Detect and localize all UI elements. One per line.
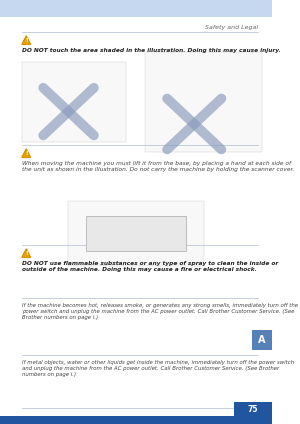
Bar xyxy=(68,201,204,266)
Text: DO NOT touch the area shaded in the illustration. Doing this may cause injury.: DO NOT touch the area shaded in the illu… xyxy=(22,48,281,53)
Text: 75: 75 xyxy=(247,405,258,414)
Bar xyxy=(0,416,272,424)
Text: If the machine becomes hot, releases smoke, or generates any strong smells, imme: If the machine becomes hot, releases smo… xyxy=(22,303,298,320)
Text: !: ! xyxy=(25,251,28,256)
Text: !: ! xyxy=(25,38,28,43)
Text: If metal objects, water or other liquids get inside the machine, immediately tur: If metal objects, water or other liquids… xyxy=(22,360,294,377)
Bar xyxy=(145,52,262,152)
Text: Safety and Legal: Safety and Legal xyxy=(205,25,258,30)
Text: DO NOT use flammable substances or any type of spray to clean the inside or outs: DO NOT use flammable substances or any t… xyxy=(22,261,278,272)
Polygon shape xyxy=(22,149,31,157)
Bar xyxy=(0,0,272,17)
Bar xyxy=(233,402,272,416)
Text: A: A xyxy=(258,335,265,345)
Text: When moving the machine you must lift it from the base, by placing a hand at eac: When moving the machine you must lift it… xyxy=(22,161,294,172)
Polygon shape xyxy=(22,249,31,257)
Bar xyxy=(22,62,126,142)
Text: !: ! xyxy=(25,151,28,156)
Bar xyxy=(86,216,185,251)
Bar xyxy=(252,330,272,350)
Polygon shape xyxy=(22,36,31,45)
